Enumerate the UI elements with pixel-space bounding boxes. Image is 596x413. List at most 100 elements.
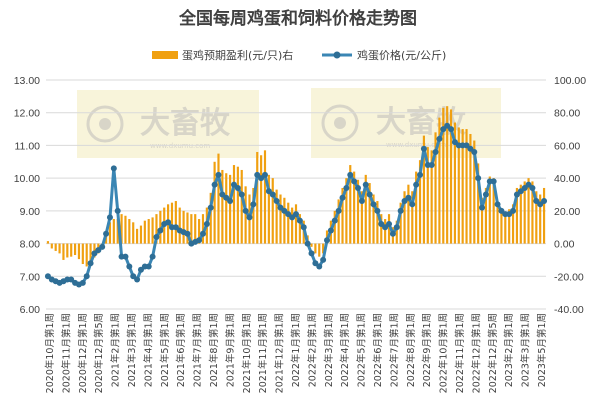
egg-price-point (358, 198, 365, 205)
profit-bar (519, 184, 522, 244)
egg-price-point (114, 207, 121, 214)
egg-price-point (479, 204, 486, 211)
x-tick-label: 2023年5月第1周 (536, 313, 548, 387)
left-tick-label: 10.00 (14, 173, 40, 185)
profit-bar (531, 181, 534, 244)
profit-bar (341, 187, 344, 244)
profit-bar (201, 214, 205, 244)
egg-price-point (103, 230, 110, 237)
profit-bar (314, 243, 317, 254)
profit-bar (399, 202, 402, 244)
profit-bar (418, 160, 422, 244)
right-axis-ticks: -40.00 -20.00 0.00 20.00 40.00 60.00 80.00 100.… (554, 75, 586, 316)
profit-bar (70, 243, 73, 257)
legend-line-label: 鸡蛋价格(元/公斤) (357, 48, 446, 62)
profit-bar (128, 219, 131, 244)
left-tick-label: 13.00 (14, 75, 40, 87)
egg-price-point (417, 171, 424, 178)
x-tick-label: 2022年10月第1周 (438, 313, 450, 393)
egg-price-point (494, 201, 501, 208)
egg-price-point (436, 135, 443, 142)
left-tick-label: 11.00 (15, 140, 41, 152)
profit-bar (376, 201, 379, 244)
profit-bar (360, 191, 363, 244)
right-tick-label: 20.00 (554, 206, 580, 218)
x-tick-label: 2022年9月第1周 (421, 313, 433, 387)
profit-bar (415, 171, 418, 244)
egg-price-point (432, 148, 439, 155)
profit-bar (46, 241, 50, 244)
profit-bar (267, 174, 270, 244)
profit-bar (236, 166, 239, 244)
profit-bar (446, 106, 449, 244)
profit-bar (477, 163, 480, 244)
profit-bar (465, 129, 468, 244)
profit-bar (380, 214, 383, 244)
egg-price-point (482, 191, 489, 198)
profit-bar (294, 204, 298, 244)
x-tick-label: 2021年9月第1周 (224, 313, 236, 387)
egg-price-point (374, 207, 381, 214)
profit-bar (143, 220, 146, 244)
profit-bar (132, 222, 135, 244)
x-tick-label: 2022年3月第1周 (323, 313, 335, 387)
x-tick-label: 2021年10月第1周 (241, 313, 253, 393)
profit-bar (508, 209, 511, 244)
egg-price-point (339, 194, 346, 201)
egg-price-point (335, 207, 342, 214)
egg-price-point (250, 201, 257, 208)
legend-bar-swatch (152, 51, 178, 59)
x-tick-label: 2021年11月第1周 (257, 313, 269, 393)
profit-bar (182, 210, 185, 244)
profit-bar (473, 140, 476, 244)
profit-bar (62, 243, 65, 260)
profit-bar (403, 191, 406, 244)
profit-bar (279, 194, 282, 244)
profit-bar (515, 187, 519, 244)
profit-bar (333, 210, 336, 244)
egg-price-point (149, 253, 156, 260)
left-tick-label: 7.00 (20, 271, 41, 283)
x-tick-label: 2020年11月第1周 (60, 313, 72, 393)
profit-bar (50, 243, 53, 249)
profit-bar (449, 109, 453, 244)
profit-bar (322, 243, 325, 254)
right-tick-label: 40.00 (554, 173, 580, 185)
egg-price-point (393, 224, 400, 231)
profit-bar (523, 181, 526, 244)
egg-price-point (196, 237, 203, 244)
profit-bar (457, 127, 460, 244)
egg-price-point (386, 220, 393, 227)
x-tick-label: 2023年3月第1周 (520, 313, 532, 387)
profit-bar (120, 214, 123, 244)
egg-price-point (157, 227, 164, 234)
right-tick-label: 80.00 (554, 108, 580, 120)
profit-bar (407, 184, 410, 244)
egg-price-point (106, 214, 113, 221)
egg-price-point (296, 217, 303, 224)
profit-bar (426, 147, 429, 244)
x-tick-label: 2022年5月第1周 (356, 313, 368, 387)
x-axis-ticks: 2020年10月第1周 2020年11月第1周 2020年12月第1周 2020年12… (44, 313, 548, 393)
x-tick-label: 2020年12月第5周 (93, 313, 105, 393)
profit-bar (496, 204, 499, 244)
watermark-left-text: 大畜牧 (140, 106, 231, 141)
profit-bar (66, 243, 69, 258)
profit-bar (356, 179, 360, 244)
profit-bar (229, 174, 232, 244)
egg-price-point (246, 214, 253, 221)
profit-bar (221, 169, 224, 244)
x-tick-label: 2021年7月第1周 (192, 313, 204, 387)
right-tick-label: -20.00 (554, 271, 584, 283)
egg-price-point (351, 178, 358, 185)
egg-price-point (362, 181, 369, 188)
profit-bar (244, 186, 247, 244)
egg-price-point (347, 171, 354, 178)
profit-bar (151, 217, 154, 244)
egg-price-point (366, 191, 373, 198)
profit-bar (345, 178, 348, 244)
profit-bar (186, 212, 189, 244)
egg-price-point (320, 256, 327, 263)
egg-price-point (355, 184, 362, 191)
